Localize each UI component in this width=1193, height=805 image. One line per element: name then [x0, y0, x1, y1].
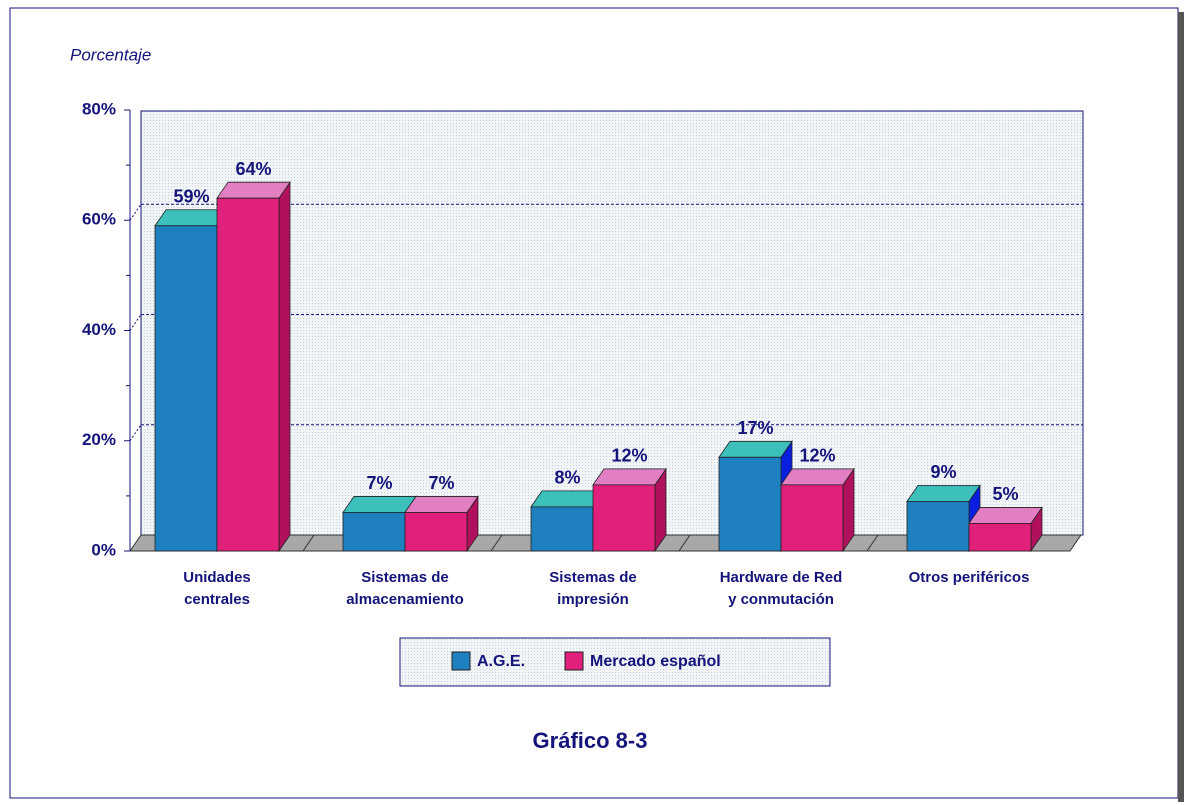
- value-label: 59%: [173, 187, 209, 207]
- value-label: 12%: [799, 446, 835, 466]
- bar-top: [216, 181, 291, 199]
- y-tick-label: 20%: [82, 430, 116, 449]
- bar-top: [404, 496, 479, 513]
- value-label: 7%: [366, 473, 392, 493]
- value-label: 9%: [930, 462, 956, 482]
- frame-shadow: [1178, 12, 1184, 802]
- grid-connector: [129, 203, 142, 221]
- bar-top: [780, 468, 855, 486]
- x-tick-label: Sistemas de impresión: [549, 569, 637, 608]
- legend-label: Mercado español: [590, 653, 721, 670]
- floor-divider: [678, 534, 691, 552]
- y-tick-label: 0%: [91, 540, 116, 559]
- legend-label: A.G.E.: [477, 653, 525, 670]
- bar: [404, 512, 468, 552]
- legend-swatch: [564, 651, 584, 671]
- x-tick-label: Unidades centrales: [183, 569, 251, 608]
- legend-box: [399, 637, 831, 687]
- value-label: 7%: [428, 473, 454, 493]
- value-label: 17%: [737, 418, 773, 438]
- y-axis-label: Porcentaje: [70, 45, 151, 64]
- bar-side: [278, 180, 291, 553]
- grid-connector: [129, 424, 142, 442]
- y-tick-label: 60%: [82, 210, 116, 229]
- bar-top: [718, 440, 793, 458]
- y-tick-label: 80%: [82, 99, 116, 118]
- bar: [718, 456, 782, 552]
- bar: [530, 506, 594, 552]
- legend-swatch: [451, 651, 471, 671]
- bar: [968, 523, 1032, 552]
- value-label: 12%: [611, 446, 647, 466]
- x-tick-label: Sistemas de almacenamiento: [346, 569, 464, 608]
- bar-top: [906, 484, 981, 502]
- value-label: 5%: [992, 484, 1018, 504]
- y-tick-label: 40%: [82, 320, 116, 339]
- bar: [592, 484, 656, 552]
- floor-divider: [490, 534, 503, 552]
- caption: Gráfico 8-3: [533, 728, 648, 753]
- back-wall: [140, 110, 1084, 536]
- bar: [216, 197, 280, 552]
- bar: [342, 512, 406, 552]
- floor-divider: [302, 534, 315, 552]
- bar: [780, 484, 844, 552]
- value-label: 64%: [235, 159, 271, 179]
- bar-top: [968, 507, 1043, 524]
- x-tick-label: Hardware de Red y conmutación: [719, 569, 843, 608]
- bar-top: [592, 468, 667, 486]
- bar: [154, 225, 218, 552]
- floor-divider: [866, 534, 879, 552]
- bar: [906, 500, 970, 552]
- bar-top: [342, 496, 417, 513]
- grid-connector: [129, 314, 142, 331]
- value-label: 8%: [554, 468, 580, 488]
- x-tick-label: Otros periféricos: [908, 569, 1030, 586]
